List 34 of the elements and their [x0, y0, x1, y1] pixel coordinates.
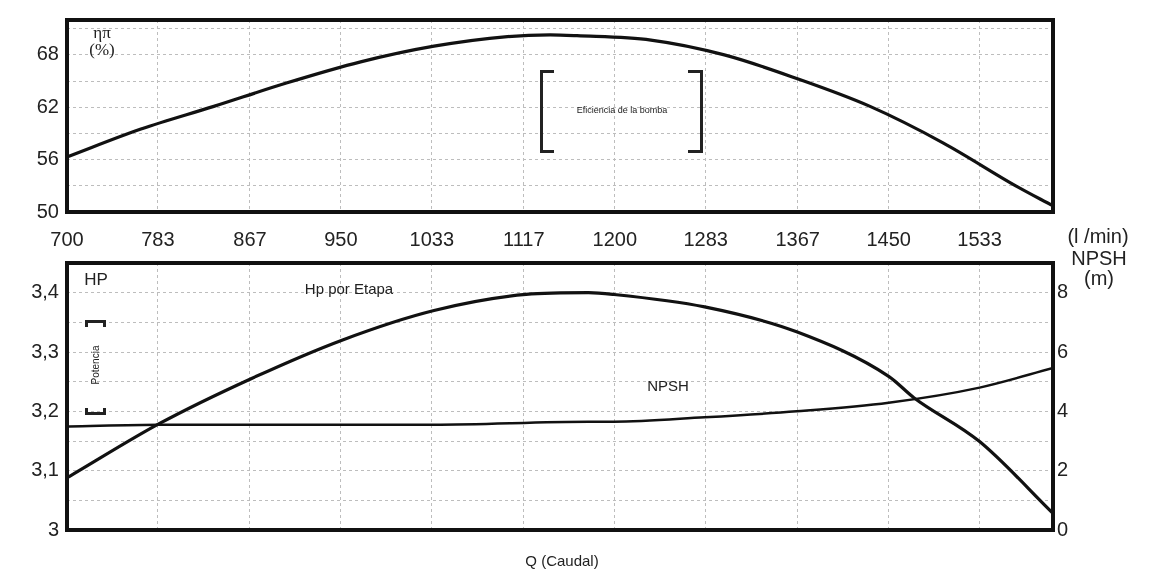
y-tick-label: 50	[36, 199, 59, 222]
y-tick-label: 3,2	[31, 398, 59, 421]
y2-tick-label: 0	[1057, 517, 1069, 540]
annotation: Potencia	[89, 345, 101, 385]
y2-tick-label: 8	[1057, 280, 1069, 303]
y-tick-label: 68	[36, 42, 59, 65]
x-tick-label: 1367	[775, 227, 820, 250]
x-axis-title: (l /min)	[1066, 225, 1130, 247]
y2-tick-label: 2	[1057, 458, 1069, 481]
y-tick-label: 3	[47, 517, 59, 540]
y2-tick-label: 6	[1057, 339, 1069, 362]
series-label: Hp por Etapa	[304, 280, 394, 298]
x-axis-title: Q (Caudal)	[524, 552, 600, 569]
x-tick-label: 950	[324, 227, 358, 250]
x-tick-label: 783	[141, 227, 175, 250]
series-label: NPSH	[647, 377, 689, 395]
x-tick-label: 1117	[503, 227, 545, 250]
x-tick-label: 1283	[683, 227, 728, 250]
y-tick-label: 62	[36, 94, 59, 117]
y-tick-label: 3,1	[31, 458, 59, 481]
y-axis-title: ηπ (%)	[88, 23, 116, 59]
x-tick-label: 700	[50, 227, 84, 250]
x-tick-label: 1200	[592, 227, 638, 250]
x-tick-label: 1450	[866, 227, 911, 250]
y-tick-label: 3,4	[31, 280, 59, 303]
y2-tick-label: 4	[1057, 398, 1069, 421]
annotation: Eficiencia de la bomba	[576, 105, 668, 116]
y-axis-title: HP	[83, 270, 109, 289]
x-tick-label: 1533	[957, 227, 1002, 250]
y-tick-label: 3,3	[31, 339, 59, 362]
y-tick-label: 56	[36, 147, 59, 170]
y2-axis-title: NPSH (m)	[1071, 247, 1127, 289]
x-tick-label: 1033	[409, 227, 455, 250]
x-tick-label: 867	[233, 227, 267, 250]
